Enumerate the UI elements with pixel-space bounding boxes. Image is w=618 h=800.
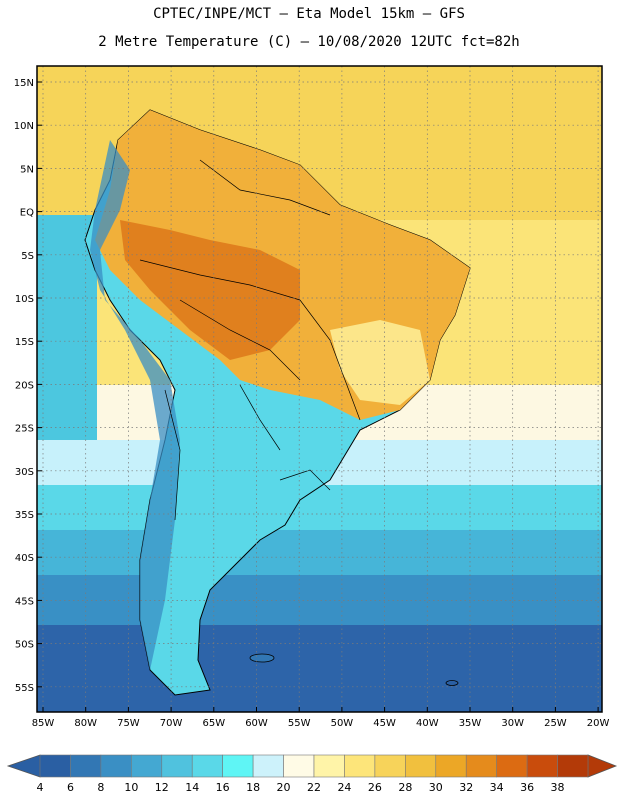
colorbar-swatch bbox=[526, 754, 558, 778]
lon-label: 30W bbox=[501, 718, 524, 729]
lat-label: 40S bbox=[15, 553, 34, 564]
lat-label: 30S bbox=[15, 467, 34, 478]
colorbar-swatch bbox=[161, 754, 193, 778]
lat-label: 5N bbox=[20, 164, 34, 175]
lon-label: 70W bbox=[160, 718, 183, 729]
colorbar-label: 4 bbox=[37, 781, 44, 794]
lon-label: 20W bbox=[587, 718, 610, 729]
colorbar-label: 34 bbox=[490, 781, 504, 794]
lat-label: 45S bbox=[15, 596, 34, 607]
lat-label: 5S bbox=[21, 251, 34, 262]
colorbar-label: 10 bbox=[124, 781, 138, 794]
longitude-labels: 85W 80W 75W 70W 65W 60W 55W 50W 45W 40W 35W 30W 25W 2… bbox=[32, 718, 610, 729]
colorbar-swatch bbox=[374, 754, 406, 778]
colorbar-max-arrow bbox=[587, 754, 618, 778]
colorbar-label: 30 bbox=[429, 781, 443, 794]
lon-label: 40W bbox=[416, 718, 439, 729]
latitude-labels: 15N 10N 5N EQ 5S 10S 15S 20S 25S 30S 35S 40S 45S 50S 5… bbox=[14, 78, 34, 694]
map-field bbox=[37, 66, 602, 712]
colorbar-label: 26 bbox=[368, 781, 382, 794]
lat-label: 55S bbox=[15, 683, 34, 694]
colorbar-label: 6 bbox=[67, 781, 74, 794]
graticule bbox=[37, 66, 602, 712]
colorbar-swatch bbox=[465, 754, 497, 778]
lat-label: 35S bbox=[15, 510, 34, 521]
lat-label: 10N bbox=[14, 121, 34, 132]
falkland-islands bbox=[249, 653, 275, 663]
lon-label: 50W bbox=[331, 718, 354, 729]
colorbar-swatch bbox=[39, 754, 71, 778]
south-georgia bbox=[445, 680, 459, 686]
colorbar: 4 6 8 10 12 14 16 18 20 22 24 26 28 30 32 34 36 38 bbox=[6, 754, 618, 794]
colorbar-label: 36 bbox=[520, 781, 534, 794]
colorbar-swatch bbox=[496, 754, 528, 778]
colorbar-swatch bbox=[405, 754, 437, 778]
colorbar-swatch bbox=[252, 754, 284, 778]
lon-label: 55W bbox=[288, 718, 311, 729]
colorbar-label: 24 bbox=[337, 781, 351, 794]
country-borders bbox=[139, 159, 361, 521]
colorbar-label: 16 bbox=[216, 781, 230, 794]
lon-label: 85W bbox=[32, 718, 55, 729]
colorbar-label: 18 bbox=[246, 781, 260, 794]
colorbar-label: 20 bbox=[277, 781, 291, 794]
colorbar-label: 8 bbox=[97, 781, 104, 794]
lat-label: 15N bbox=[14, 78, 34, 89]
colorbar-swatch bbox=[344, 754, 376, 778]
colorbar-label: 28 bbox=[398, 781, 412, 794]
lat-label: 25S bbox=[15, 424, 34, 435]
lon-label: 45W bbox=[373, 718, 396, 729]
colorbar-swatch bbox=[131, 754, 163, 778]
colorbar-swatch bbox=[100, 754, 132, 778]
colorbar-swatch bbox=[557, 754, 589, 778]
lon-label: 65W bbox=[202, 718, 225, 729]
colorbar-swatch bbox=[70, 754, 102, 778]
map-title: CPTEC/INPE/MCT – Eta Model 15km – GFS bbox=[153, 6, 465, 22]
lon-label: 60W bbox=[245, 718, 268, 729]
colorbar-label: 32 bbox=[459, 781, 473, 794]
lat-label: EQ bbox=[20, 208, 34, 219]
colorbar-min-arrow bbox=[6, 754, 41, 778]
colorbar-label: 12 bbox=[155, 781, 169, 794]
lon-label: 80W bbox=[74, 718, 97, 729]
lat-label: 20S bbox=[15, 380, 34, 391]
colorbar-swatch bbox=[435, 754, 467, 778]
andes-cool-strip bbox=[90, 140, 180, 670]
hot-region bbox=[120, 220, 300, 360]
colorbar-label: 38 bbox=[551, 781, 565, 794]
colorbar-swatch bbox=[191, 754, 223, 778]
mild-region bbox=[330, 320, 430, 405]
colorbar-label: 14 bbox=[185, 781, 199, 794]
lat-label: 50S bbox=[15, 640, 34, 651]
colorbar-label: 22 bbox=[307, 781, 321, 794]
map-frame bbox=[36, 65, 603, 713]
lat-label: 10S bbox=[15, 294, 34, 305]
colorbar-swatch bbox=[283, 754, 315, 778]
colorbar-swatch bbox=[313, 754, 345, 778]
lat-label: 15S bbox=[15, 337, 34, 348]
colorbar-swatch bbox=[222, 754, 254, 778]
map-subtitle: 2 Metre Temperature (C) – 10/08/2020 12U… bbox=[98, 34, 520, 50]
lon-label: 75W bbox=[117, 718, 140, 729]
lon-label: 25W bbox=[544, 718, 567, 729]
lon-label: 35W bbox=[459, 718, 482, 729]
